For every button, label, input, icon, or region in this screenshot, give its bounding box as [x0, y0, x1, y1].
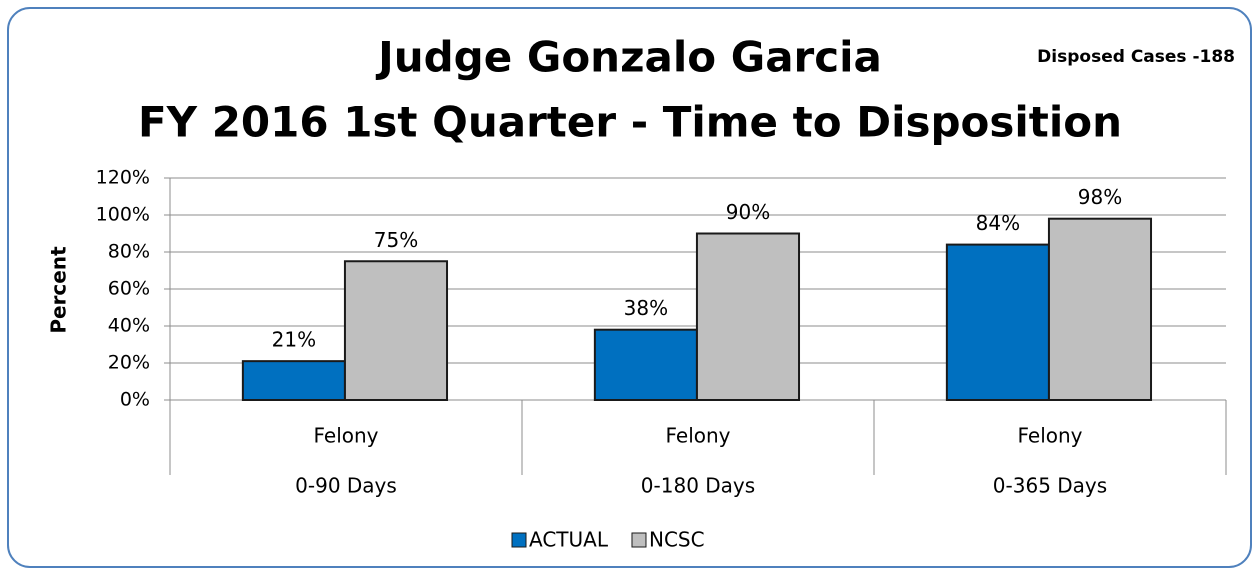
y-tick-label: 80% — [108, 241, 150, 263]
chart-border — [7, 7, 1252, 568]
legend-swatch — [631, 532, 647, 548]
bar — [695, 232, 801, 401]
x-tick-label: 0-180 Days — [641, 474, 755, 498]
data-label: 75% — [374, 228, 418, 252]
y-tick-label: 20% — [108, 352, 150, 374]
data-label: 38% — [624, 296, 668, 320]
data-label: 84% — [976, 211, 1020, 235]
bar — [593, 328, 698, 402]
x-tick-label: Felony — [665, 424, 730, 448]
x-tick-label: Felony — [1017, 424, 1082, 448]
x-tick-label: Felony — [313, 424, 378, 448]
y-axis-label: Percent — [47, 246, 71, 334]
legend-swatch — [511, 532, 527, 548]
y-tick-label: 120% — [96, 167, 150, 189]
data-label: 90% — [726, 200, 770, 224]
bar — [945, 243, 1050, 401]
data-label: 98% — [1078, 185, 1122, 209]
legend-label: ACTUAL — [529, 528, 609, 552]
x-tick-label: 0-90 Days — [295, 474, 397, 498]
chart-subtitle: FY 2016 1st Quarter - Time to Dispositio… — [138, 98, 1122, 147]
chart-title: Judge Gonzalo Garcia — [375, 33, 882, 82]
legend-label: NCSC — [649, 528, 705, 552]
bar — [241, 360, 346, 401]
y-tick-label: 40% — [108, 315, 150, 337]
y-tick-label: 0% — [120, 389, 150, 411]
y-tick-label: 100% — [96, 204, 150, 226]
data-label: 21% — [272, 328, 316, 352]
y-tick-label: 60% — [108, 278, 150, 300]
x-tick-label: 0-365 Days — [993, 474, 1107, 498]
annotation: Disposed Cases -188 — [1037, 47, 1235, 67]
bar — [1047, 217, 1153, 401]
bar — [343, 260, 449, 401]
